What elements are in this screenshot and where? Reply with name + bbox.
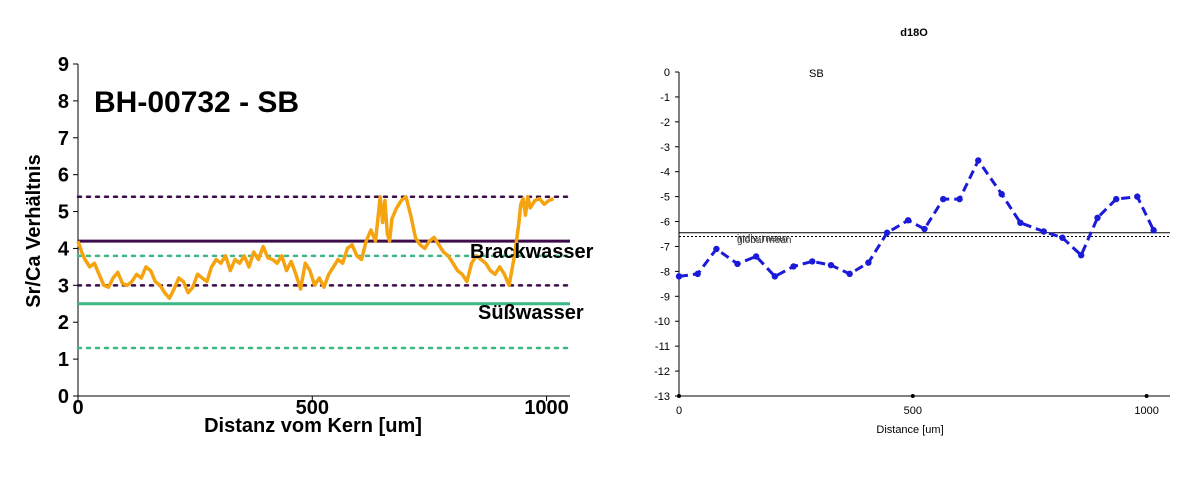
x-tick-mark [677, 394, 681, 398]
data-point [921, 226, 927, 232]
y-tick-label: -11 [655, 341, 670, 353]
y-tick-label: -9 [660, 291, 670, 303]
d18o-chart: d18O SB Distance [um] 0 -1 -2 -3 -4 -5 -6 -7 -8 -… [600, 0, 1200, 480]
data-point [772, 273, 778, 279]
chart-title: BH-00732 - SB [94, 86, 299, 119]
x-tick-mark [1145, 394, 1149, 398]
data-point [884, 230, 890, 236]
reference-label: Süßwasser [478, 302, 584, 324]
data-point [1150, 227, 1156, 233]
x-axis-title: Distance [um] [876, 424, 943, 436]
data-point [1017, 220, 1023, 226]
y-tick-label: -12 [654, 366, 670, 378]
data-point [1078, 252, 1084, 258]
data-point [695, 271, 701, 277]
data-point [734, 261, 740, 267]
data-point [1134, 193, 1140, 199]
series-line [679, 161, 1154, 277]
y-tick-label: 4 [58, 238, 70, 260]
data-point [940, 196, 946, 202]
y-tick-label: 5 [58, 202, 69, 224]
y-tick-label: -5 [660, 192, 670, 204]
data-point [790, 263, 796, 269]
y-tick-label: 9 [58, 54, 69, 76]
data-point [998, 191, 1004, 197]
y-tick-label: -10 [654, 316, 670, 328]
x-tick-label: 500 [904, 405, 922, 417]
x-tick-label: 0 [72, 397, 83, 419]
x-tick-label: 500 [296, 397, 329, 419]
y-tick-label: -2 [660, 117, 670, 129]
data-point [809, 258, 815, 264]
chart-subtitle: SB [809, 68, 824, 80]
y-tick-label: 8 [58, 91, 69, 113]
data-point [1113, 196, 1119, 202]
y-tick-label: 7 [58, 128, 69, 150]
data-point [1059, 235, 1065, 241]
y-tick-label: 3 [58, 275, 69, 297]
data-point [753, 253, 759, 259]
data-point [956, 196, 962, 202]
data-point [905, 217, 911, 223]
x-tick-label: 1000 [1134, 405, 1158, 417]
data-point [975, 157, 981, 163]
data-point [713, 246, 719, 252]
x-tick-label: 0 [676, 405, 682, 417]
y-tick-label: 6 [58, 165, 69, 187]
reference-label: Brackwasser [470, 241, 594, 263]
y-tick-label: -3 [660, 142, 670, 154]
y-tick-label: 2 [58, 312, 69, 334]
y-tick-label: 1 [58, 349, 69, 371]
y-tick-label: 0 [664, 67, 670, 79]
data-point [846, 271, 852, 277]
sr-ca-chart: BH-00732 - SB Sr/Ca Verhältnis Distanz v… [0, 0, 600, 480]
y-tick-label: -7 [660, 241, 670, 253]
data-point [1041, 228, 1047, 234]
y-tick-label: 0 [58, 386, 69, 408]
x-tick-label: 1000 [524, 397, 569, 419]
data-point [828, 262, 834, 268]
data-point [865, 259, 871, 265]
mean-label: indiv. mean [737, 233, 787, 244]
x-tick-mark [911, 394, 915, 398]
y-tick-label: -13 [654, 391, 670, 403]
y-tick-label: -6 [660, 217, 670, 229]
y-tick-label: -1 [660, 92, 670, 104]
chart-title: d18O [900, 27, 928, 39]
y-axis-title: Sr/Ca Verhältnis [23, 154, 45, 307]
data-point [676, 273, 682, 279]
y-tick-label: -4 [660, 167, 670, 179]
y-tick-label: -8 [660, 266, 670, 278]
data-point [1094, 215, 1100, 221]
